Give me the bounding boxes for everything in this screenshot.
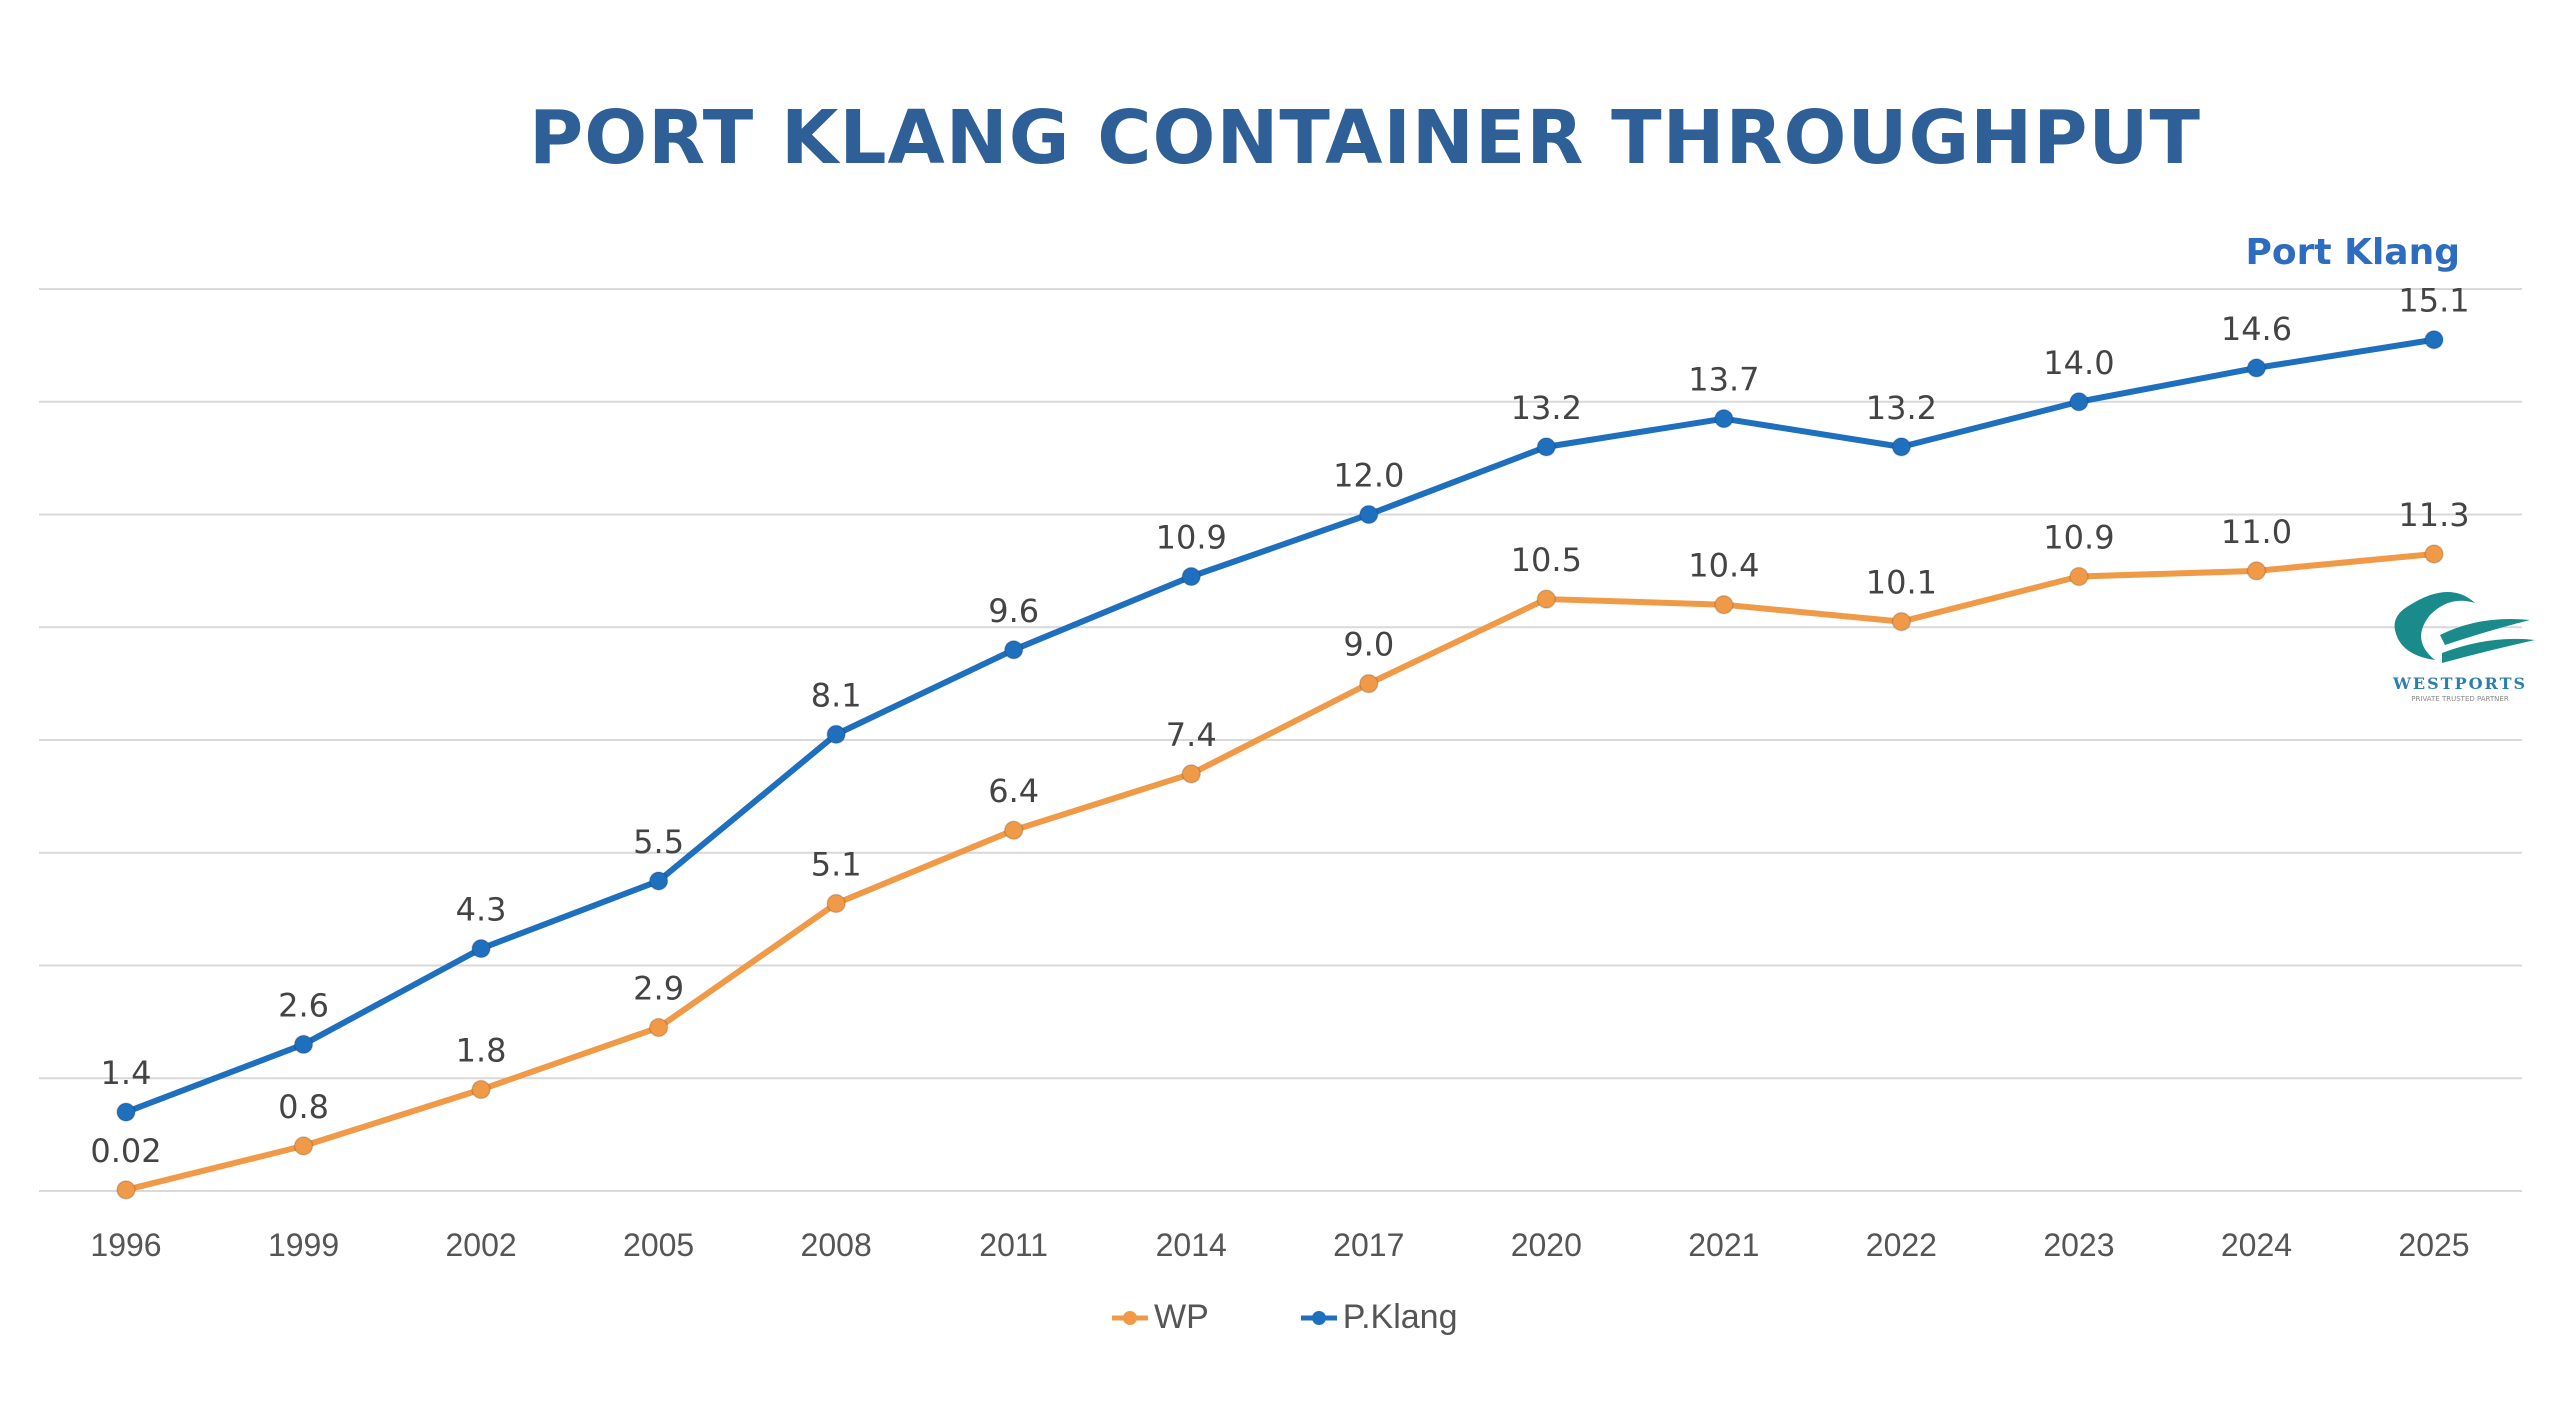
data-point[interactable] [2424, 329, 2444, 350]
data-point[interactable] [116, 1180, 136, 1200]
legend-label-wp: WP [1154, 1298, 1209, 1336]
series-line-pklang [124, 336, 2435, 1115]
x-tick-label: 2023 [2043, 1227, 2114, 1263]
data-label: 5.1 [811, 845, 862, 883]
series-line-wp [125, 550, 2435, 1193]
data-label: 10.4 [1688, 547, 1759, 585]
x-tick-label: 1996 [90, 1227, 161, 1263]
data-point[interactable] [1891, 611, 1912, 632]
x-tick-label: 2025 [2398, 1227, 2469, 1263]
x-tick-label: 2011 [979, 1227, 1048, 1263]
legend: WP P.Klang [1110, 1298, 1457, 1337]
data-point[interactable] [1359, 673, 1379, 694]
x-tick-label: 2020 [1511, 1227, 1582, 1263]
svg-text:WESTPORTS: WESTPORTS [2392, 674, 2527, 693]
data-label: 11.0 [2221, 513, 2292, 551]
data-point[interactable] [648, 1017, 669, 1038]
data-label: 13.7 [1688, 361, 1759, 399]
data-label: 14.6 [2221, 310, 2292, 348]
data-point[interactable] [2424, 544, 2444, 564]
data-label: 9.0 [1343, 626, 1394, 664]
data-point[interactable] [826, 724, 846, 745]
x-tick-label: 2002 [445, 1227, 516, 1263]
x-tick-label: 1999 [268, 1227, 339, 1263]
x-tick-label: 2014 [1156, 1227, 1227, 1263]
data-point[interactable] [1359, 504, 1379, 525]
data-point[interactable] [2246, 561, 2267, 581]
legend-item-wp[interactable]: WP [1110, 1298, 1209, 1337]
x-tick-label: 2021 [1688, 1227, 1759, 1263]
westports-logo: WESTPORTS PRIVATE TRUSTED PARTNER [2380, 585, 2540, 710]
data-point[interactable] [2069, 566, 2089, 587]
data-point[interactable] [826, 893, 846, 914]
x-tick-label: 2005 [623, 1227, 694, 1263]
legend-item-pklang[interactable]: P.Klang [1299, 1298, 1458, 1337]
data-point[interactable] [1181, 566, 1201, 587]
data-point[interactable] [1714, 594, 1734, 615]
legend-marker-pklang-icon [1300, 1310, 1337, 1325]
x-tick-label: 2022 [1866, 1227, 1937, 1263]
data-label: 13.2 [1511, 389, 1582, 427]
data-point[interactable] [471, 938, 491, 959]
data-label: 11.3 [2398, 496, 2469, 534]
data-point[interactable] [1891, 437, 1912, 457]
data-point[interactable] [1536, 437, 1557, 457]
data-label: 13.2 [1866, 389, 1937, 427]
x-tick-label: 2024 [2221, 1227, 2292, 1263]
data-label: 1.4 [101, 1054, 152, 1092]
data-point[interactable] [293, 1034, 314, 1055]
data-label: 10.1 [1866, 564, 1937, 602]
data-label: 10.9 [2043, 519, 2114, 557]
x-tick-label: 2017 [1333, 1227, 1404, 1263]
data-label: 15.1 [2398, 282, 2469, 320]
data-point[interactable] [1181, 764, 1201, 784]
data-label: 6.4 [988, 772, 1039, 810]
data-point[interactable] [1003, 640, 1024, 660]
port-klang-annotation: Port Klang [2245, 232, 2460, 273]
chart-title: PORT KLANG CONTAINER THROUGHPUT [528, 95, 2201, 181]
data-point[interactable] [471, 1079, 491, 1100]
data-label: 7.4 [1166, 716, 1217, 754]
svg-text:PRIVATE TRUSTED PARTNER: PRIVATE TRUSTED PARTNER [2411, 695, 2509, 703]
data-point[interactable] [1536, 589, 1557, 609]
legend-label-pklang: P.Klang [1342, 1298, 1458, 1336]
legend-marker-wp-icon [1112, 1310, 1148, 1325]
data-label: 0.02 [90, 1132, 161, 1170]
data-label: 5.5 [633, 823, 684, 861]
data-point[interactable] [648, 871, 669, 891]
data-point[interactable] [2069, 392, 2089, 412]
data-point[interactable] [2246, 358, 2267, 378]
data-label: 2.6 [278, 986, 329, 1024]
data-label: 4.3 [456, 891, 507, 929]
data-label: 1.8 [456, 1032, 507, 1070]
data-label: 10.5 [1511, 541, 1582, 579]
data-label: 8.1 [811, 676, 862, 714]
data-label: 9.6 [988, 592, 1039, 630]
data-label: 10.9 [1156, 519, 1227, 557]
data-point[interactable] [116, 1102, 136, 1122]
data-point[interactable] [1003, 820, 1024, 840]
data-label: 2.9 [633, 970, 684, 1008]
x-tick-label: 2008 [801, 1227, 872, 1263]
data-point[interactable] [1714, 408, 1734, 429]
data-point[interactable] [293, 1136, 314, 1156]
data-label: 14.0 [2043, 344, 2114, 382]
data-label: 0.8 [278, 1088, 329, 1126]
data-label: 12.0 [1333, 457, 1404, 495]
